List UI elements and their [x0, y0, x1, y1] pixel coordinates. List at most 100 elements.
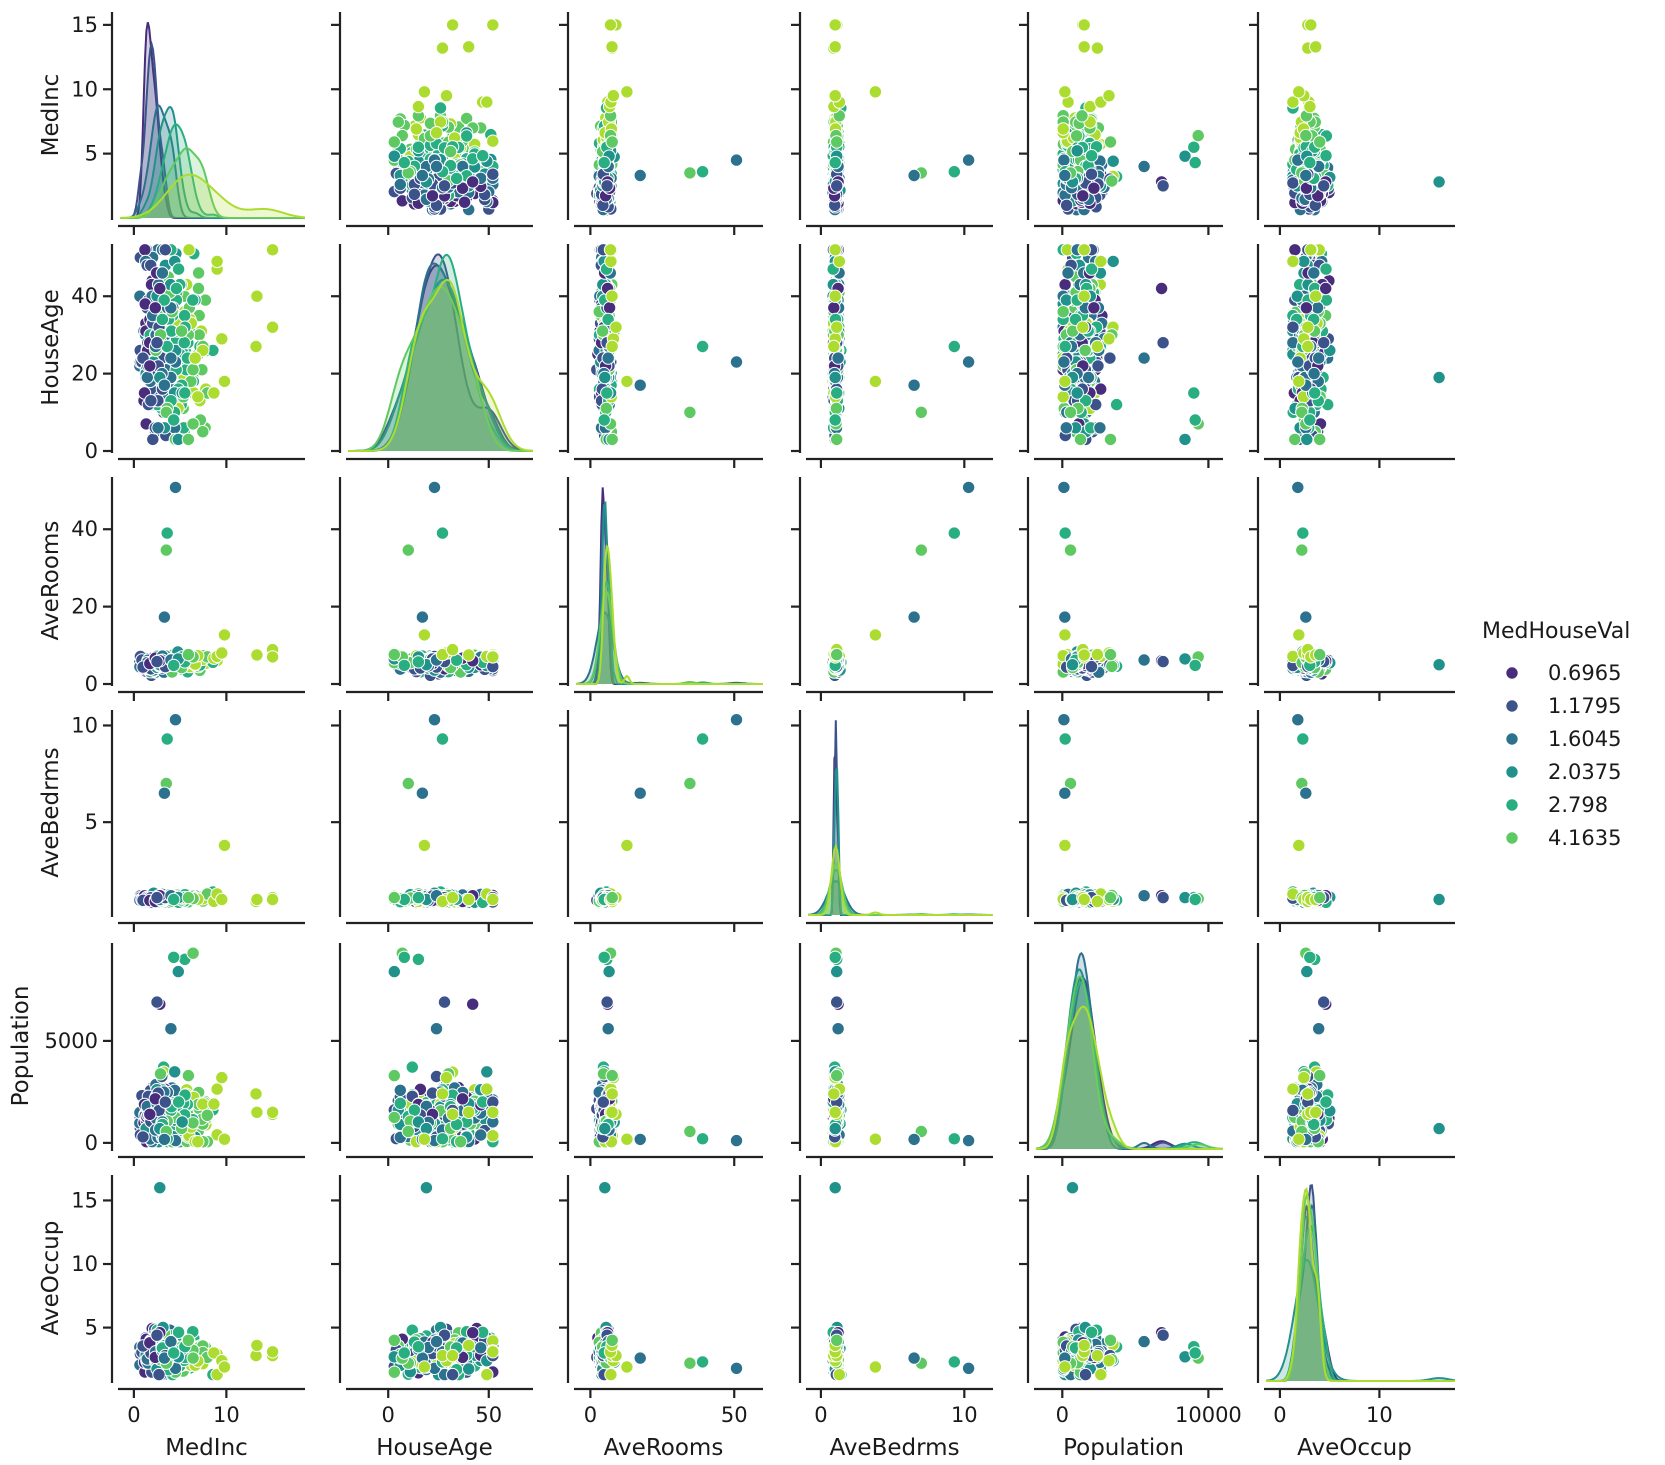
scatter-point	[160, 526, 174, 540]
scatter-point	[429, 159, 444, 174]
scatter-point	[178, 386, 192, 400]
scatter-point	[1087, 181, 1101, 195]
scatter-point	[210, 254, 224, 269]
scatter-point	[1106, 154, 1120, 168]
scatter-point	[449, 171, 464, 186]
scatter-point	[191, 266, 206, 280]
scatter-point	[828, 40, 842, 54]
scatter-point	[868, 374, 883, 389]
scatter-point	[188, 351, 202, 365]
scatter-point	[1058, 374, 1072, 389]
scatter-point	[217, 628, 232, 642]
scatter-point	[155, 312, 170, 327]
scatter-point	[1090, 339, 1105, 354]
scatter-point	[597, 413, 611, 427]
scatter-point	[417, 628, 432, 642]
scatter-point	[415, 168, 430, 183]
panel-houseage-vs-population	[1019, 243, 1223, 468]
scatter-point	[427, 480, 442, 495]
scatter-point	[598, 370, 612, 385]
scatter-point	[1191, 128, 1205, 143]
scatter-point	[1317, 179, 1331, 193]
scatter-point	[250, 648, 264, 662]
scatter-point	[1301, 339, 1315, 354]
scatter-point	[168, 480, 183, 495]
scatter-point	[157, 610, 172, 624]
scatter-point	[1093, 421, 1107, 435]
scatter-point	[961, 480, 976, 495]
scatter-point	[486, 134, 500, 148]
kde-fill	[120, 148, 305, 218]
scatter-point	[683, 166, 697, 180]
scatter-point	[1109, 397, 1124, 412]
scatter-point	[1073, 432, 1088, 447]
scatter-point	[148, 301, 163, 315]
scatter-point	[1084, 149, 1099, 163]
scatter-point	[729, 355, 744, 369]
scatter-point	[1094, 254, 1108, 269]
scatter-point	[429, 126, 444, 140]
scatter-point	[265, 243, 280, 257]
scatter-point	[138, 243, 152, 257]
scatter-point	[157, 378, 172, 392]
scatter-point	[914, 405, 928, 419]
scatter-point	[1309, 40, 1323, 54]
scatter-point	[1063, 405, 1078, 419]
scatter-point	[830, 432, 844, 447]
scatter-point	[1077, 243, 1091, 257]
scatter-point	[1137, 159, 1151, 174]
scatter-point	[1288, 243, 1302, 257]
scatter-point	[597, 155, 611, 170]
y-tick-label: 10	[71, 77, 98, 101]
scatter-point	[459, 111, 474, 126]
scatter-point	[1432, 175, 1446, 189]
panel-houseage-vs-houseage	[331, 244, 533, 468]
scatter-point	[605, 40, 619, 54]
scatter-point	[827, 339, 841, 354]
y-tick-label: 20	[71, 595, 98, 619]
scatter-point	[1286, 320, 1300, 334]
scatter-point	[265, 650, 280, 664]
scatter-point	[186, 363, 200, 377]
scatter-point	[181, 647, 196, 662]
scatter-point	[466, 175, 480, 189]
scatter-point	[1091, 359, 1105, 373]
scatter-point	[1299, 168, 1313, 183]
y-tick-label: 40	[71, 284, 98, 308]
scatter-point	[164, 351, 178, 365]
scatter-point	[1187, 386, 1201, 400]
scatter-point	[393, 177, 407, 192]
kde-line	[120, 173, 306, 219]
scatter-point	[445, 18, 460, 32]
scatter-point	[1286, 176, 1300, 190]
scatter-point	[599, 401, 613, 416]
scatter-point	[1061, 266, 1075, 280]
scatter-point	[827, 301, 841, 315]
scatter-point	[387, 135, 401, 149]
scatter-point	[1432, 370, 1446, 385]
scatter-point	[1313, 135, 1327, 149]
scatter-point	[1056, 390, 1070, 404]
scatter-point	[605, 135, 619, 149]
scatter-point	[1317, 336, 1331, 350]
scatter-point	[401, 543, 415, 557]
scatter-point	[604, 254, 618, 269]
y-tick-label: 0	[85, 672, 98, 696]
scatter-point	[1307, 266, 1321, 280]
scatter-point	[828, 243, 842, 257]
kde-fill	[120, 44, 305, 218]
scatter-point	[417, 85, 432, 99]
scatter-point	[1299, 301, 1314, 315]
scatter-point	[1291, 355, 1305, 369]
scatter-point	[437, 179, 452, 193]
scatter-point	[486, 650, 500, 664]
scatter-point	[914, 543, 928, 557]
scatter-point	[633, 168, 647, 183]
scatter-point	[947, 526, 961, 540]
scatter-point	[181, 432, 196, 447]
scatter-point	[601, 351, 615, 365]
scatter-point	[1102, 332, 1116, 346]
scatter-point	[177, 308, 192, 323]
